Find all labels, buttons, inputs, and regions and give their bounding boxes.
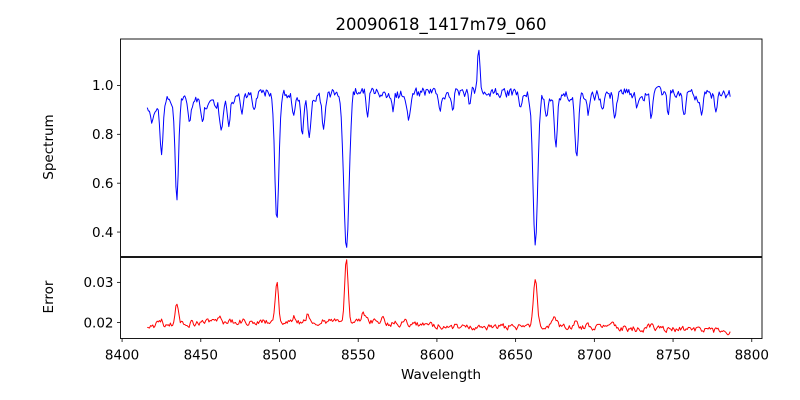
error-axes-frame <box>120 257 763 339</box>
x-tick-label: 8750 <box>656 348 690 364</box>
spectrum-axes-frame <box>120 38 763 257</box>
x-tick-label: 8800 <box>735 348 769 364</box>
x-tick-label: 8650 <box>498 348 532 364</box>
plot-title: 20090618_1417m79_060 <box>335 15 547 34</box>
error-y-tick-label: 0.03 <box>83 275 113 291</box>
spectrum-y-tick-label: 0.6 <box>92 176 113 192</box>
x-tick-label: 8500 <box>262 348 296 364</box>
spectrum-y-tick-label: 0.8 <box>92 127 113 143</box>
error-line <box>147 259 731 336</box>
x-tick-label: 8550 <box>341 348 375 364</box>
error-y-tick-label: 0.02 <box>83 315 113 331</box>
x-axis-label: Wavelength <box>400 367 482 383</box>
spectrum-y-tick-label: 0.4 <box>92 225 113 241</box>
x-tick-label: 8700 <box>577 348 611 364</box>
spectrum-y-tick-label: 1.0 <box>92 78 113 94</box>
spectrum-line <box>146 49 731 248</box>
x-tick-label: 8450 <box>184 348 218 364</box>
x-tick-label: 8600 <box>420 348 454 364</box>
x-tick-label: 8400 <box>105 348 139 364</box>
